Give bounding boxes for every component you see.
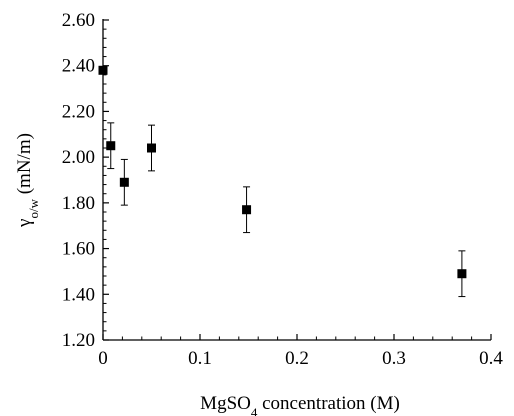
- x-axis-title-prefix: MgSO: [200, 393, 251, 414]
- axes-layer: [102, 19, 491, 341]
- y-axis-title-subscript: o/w: [26, 198, 41, 218]
- y-tick-label: 2.60: [62, 10, 95, 31]
- y-tick-label: 1.40: [62, 284, 95, 305]
- data-point: [106, 141, 116, 151]
- x-axis-title-subscript: 4: [251, 405, 258, 416]
- x-axis-title-suffix: concentration (M): [257, 393, 399, 414]
- y-axis-title-suffix: (mN/m): [14, 133, 35, 199]
- data-point: [119, 177, 129, 187]
- error-bars-layer: [107, 122, 466, 298]
- ticks-layer: [102, 19, 492, 341]
- data-point: [147, 143, 156, 153]
- x-axis-title: MgSO4 concentration (M): [200, 393, 400, 416]
- x-tick-label: 0.4: [479, 348, 503, 369]
- data-point: [457, 269, 467, 279]
- data-points-layer: [98, 65, 467, 279]
- x-tick-label: 0.3: [382, 348, 406, 369]
- data-point: [242, 205, 252, 215]
- y-tick-label: 2.00: [62, 147, 95, 168]
- y-tick-label: 1.20: [62, 330, 95, 351]
- x-tick-label: 0.1: [188, 348, 212, 369]
- x-tick-label: 0.2: [285, 348, 309, 369]
- y-tick-label: 2.20: [62, 101, 95, 122]
- tick-labels-layer: 1.20 1.40 1.60 1.80 2.00 2.20 2.40 2.60 0 0.1 0.2 0…: [62, 10, 504, 369]
- y-tick-label: 1.60: [62, 239, 95, 260]
- y-tick-label: 2.40: [62, 56, 95, 77]
- y-axis-title: γo/w (mN/m): [14, 133, 41, 228]
- y-axis-title-symbol: γ: [14, 219, 35, 228]
- x-tick-label: 0: [98, 348, 108, 369]
- y-tick-label: 1.80: [62, 193, 95, 214]
